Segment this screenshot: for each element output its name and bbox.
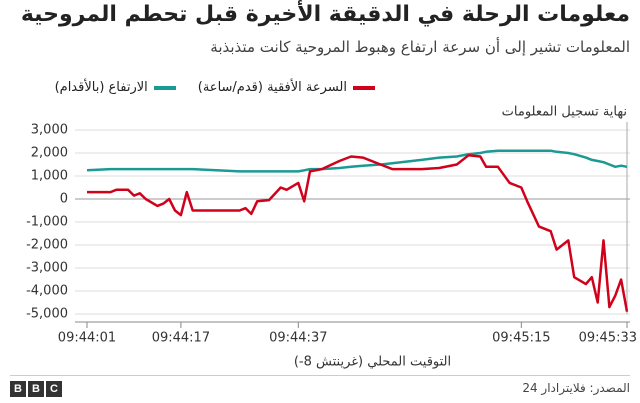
y-tick-label: 1,000 [31,169,68,184]
chart-subtitle: المعلومات تشير إلى أن سرعة ارتفاع وهبوط … [210,38,630,56]
y-tick-label: -2,000 [26,238,68,253]
logo-letter: B [28,381,44,397]
legend-item: الارتفاع (بالأقدام) [55,80,176,95]
x-tick-label: 09:44:17 [152,331,210,346]
x-tick-label: 09:44:37 [269,331,327,346]
legend-item: السرعة الأفقية (قدم/ساعة) [198,80,375,95]
y-tick-label: 3,000 [31,123,68,138]
chart-title: معلومات الرحلة في الدقيقة الأخيرة قبل تح… [20,2,630,27]
annotation: نهاية تسجيل المعلومات [502,105,627,120]
x-tick-label: 09:45:15 [492,331,550,346]
x-tick-label: 09:45:33 [579,331,637,346]
logo-letter: B [10,381,26,397]
legend: السرعة الأفقية (قدم/ساعة) الارتفاع (بالأق… [10,80,375,95]
legend-swatch [353,85,375,90]
logo-letter: C [46,381,62,397]
series-line [86,149,628,173]
y-tick-label: 0 [60,192,68,207]
footer-rule [10,375,630,376]
y-tick-label: -3,000 [26,261,68,276]
series-line [87,154,629,312]
y-tick-label: 2,000 [31,146,68,161]
x-axis-label: التوقيت المحلي (غرينتش 8-) [294,355,451,370]
source: المصدر: فلايترادار 24 [522,381,630,395]
y-tick-label: -5,000 [26,307,68,322]
legend-label: السرعة الأفقية (قدم/ساعة) [197,80,347,95]
legend-swatch [153,85,176,90]
y-tick-label: -1,000 [26,215,68,230]
x-tick-label: 09:44:01 [58,331,116,346]
y-tick-label: -4,000 [26,284,68,299]
legend-label: الارتفاع (بالأقدام) [54,80,148,95]
